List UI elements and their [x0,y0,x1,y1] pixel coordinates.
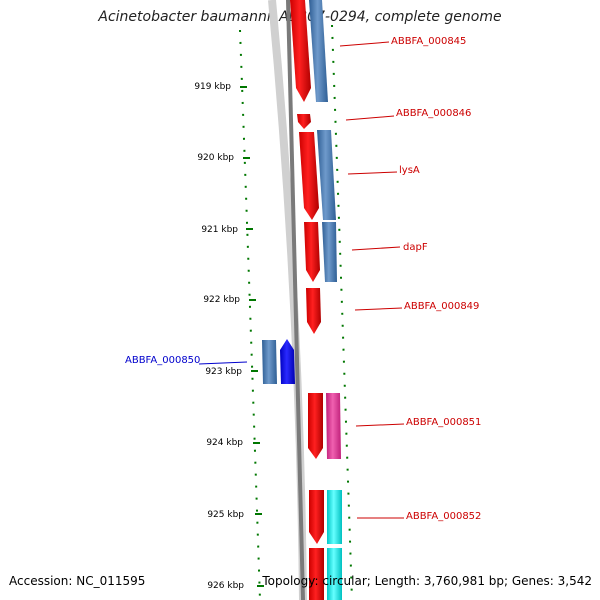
genome-backbone-core [286,0,305,600]
tick-label: 921 kbp [201,225,238,235]
tick-label: 925 kbp [207,510,244,520]
gene-label-dapF[interactable]: dapF [403,242,428,253]
gene-label-ABBFA_000846[interactable]: ABBFA_000846 [396,108,472,119]
tick-label: 919 kbp [194,82,231,92]
tick-marks [240,86,264,587]
gene-lysA[interactable] [299,130,336,220]
tick-label: 926 kbp [207,581,244,591]
tick-label: 923 kbp [205,367,242,377]
tick-label: 922 kbp [203,295,240,305]
label-connectors [339,41,405,519]
tick-label: 924 kbp [206,438,243,448]
gene-label-ABBFA_000850[interactable]: ABBFA_000850 [125,355,201,366]
tick-label: 920 kbp [197,153,234,163]
gene-label-lysA[interactable]: lysA [399,165,420,176]
gene-ABBFA_000846[interactable] [297,114,311,129]
gene-label-ABBFA_000849[interactable]: ABBFA_000849 [404,301,480,312]
gene-ABBFA_000850[interactable] [262,339,295,384]
gene-label-ABBFA_000851[interactable]: ABBFA_000851 [406,417,482,428]
gene-label-ABBFA_000852[interactable]: ABBFA_000852 [406,511,482,522]
gene-label-ABBFA_000845[interactable]: ABBFA_000845 [391,36,467,47]
gene-ABBFA_000849[interactable] [306,288,321,334]
gene-ABBFA_000851[interactable] [308,393,341,459]
gene-dapF[interactable] [304,222,337,282]
gene-ABBFA_000845[interactable] [290,0,328,102]
gene-ABBFA_000852[interactable] [309,490,342,600]
accession-label: Accession: NC_011595 [9,574,146,588]
gc-track-right [331,24,353,600]
genome-stats-label: Topology: circular; Length: 3,760,981 bp… [262,574,592,588]
gc-track-left [239,29,261,600]
label-connector-blue [198,361,248,365]
